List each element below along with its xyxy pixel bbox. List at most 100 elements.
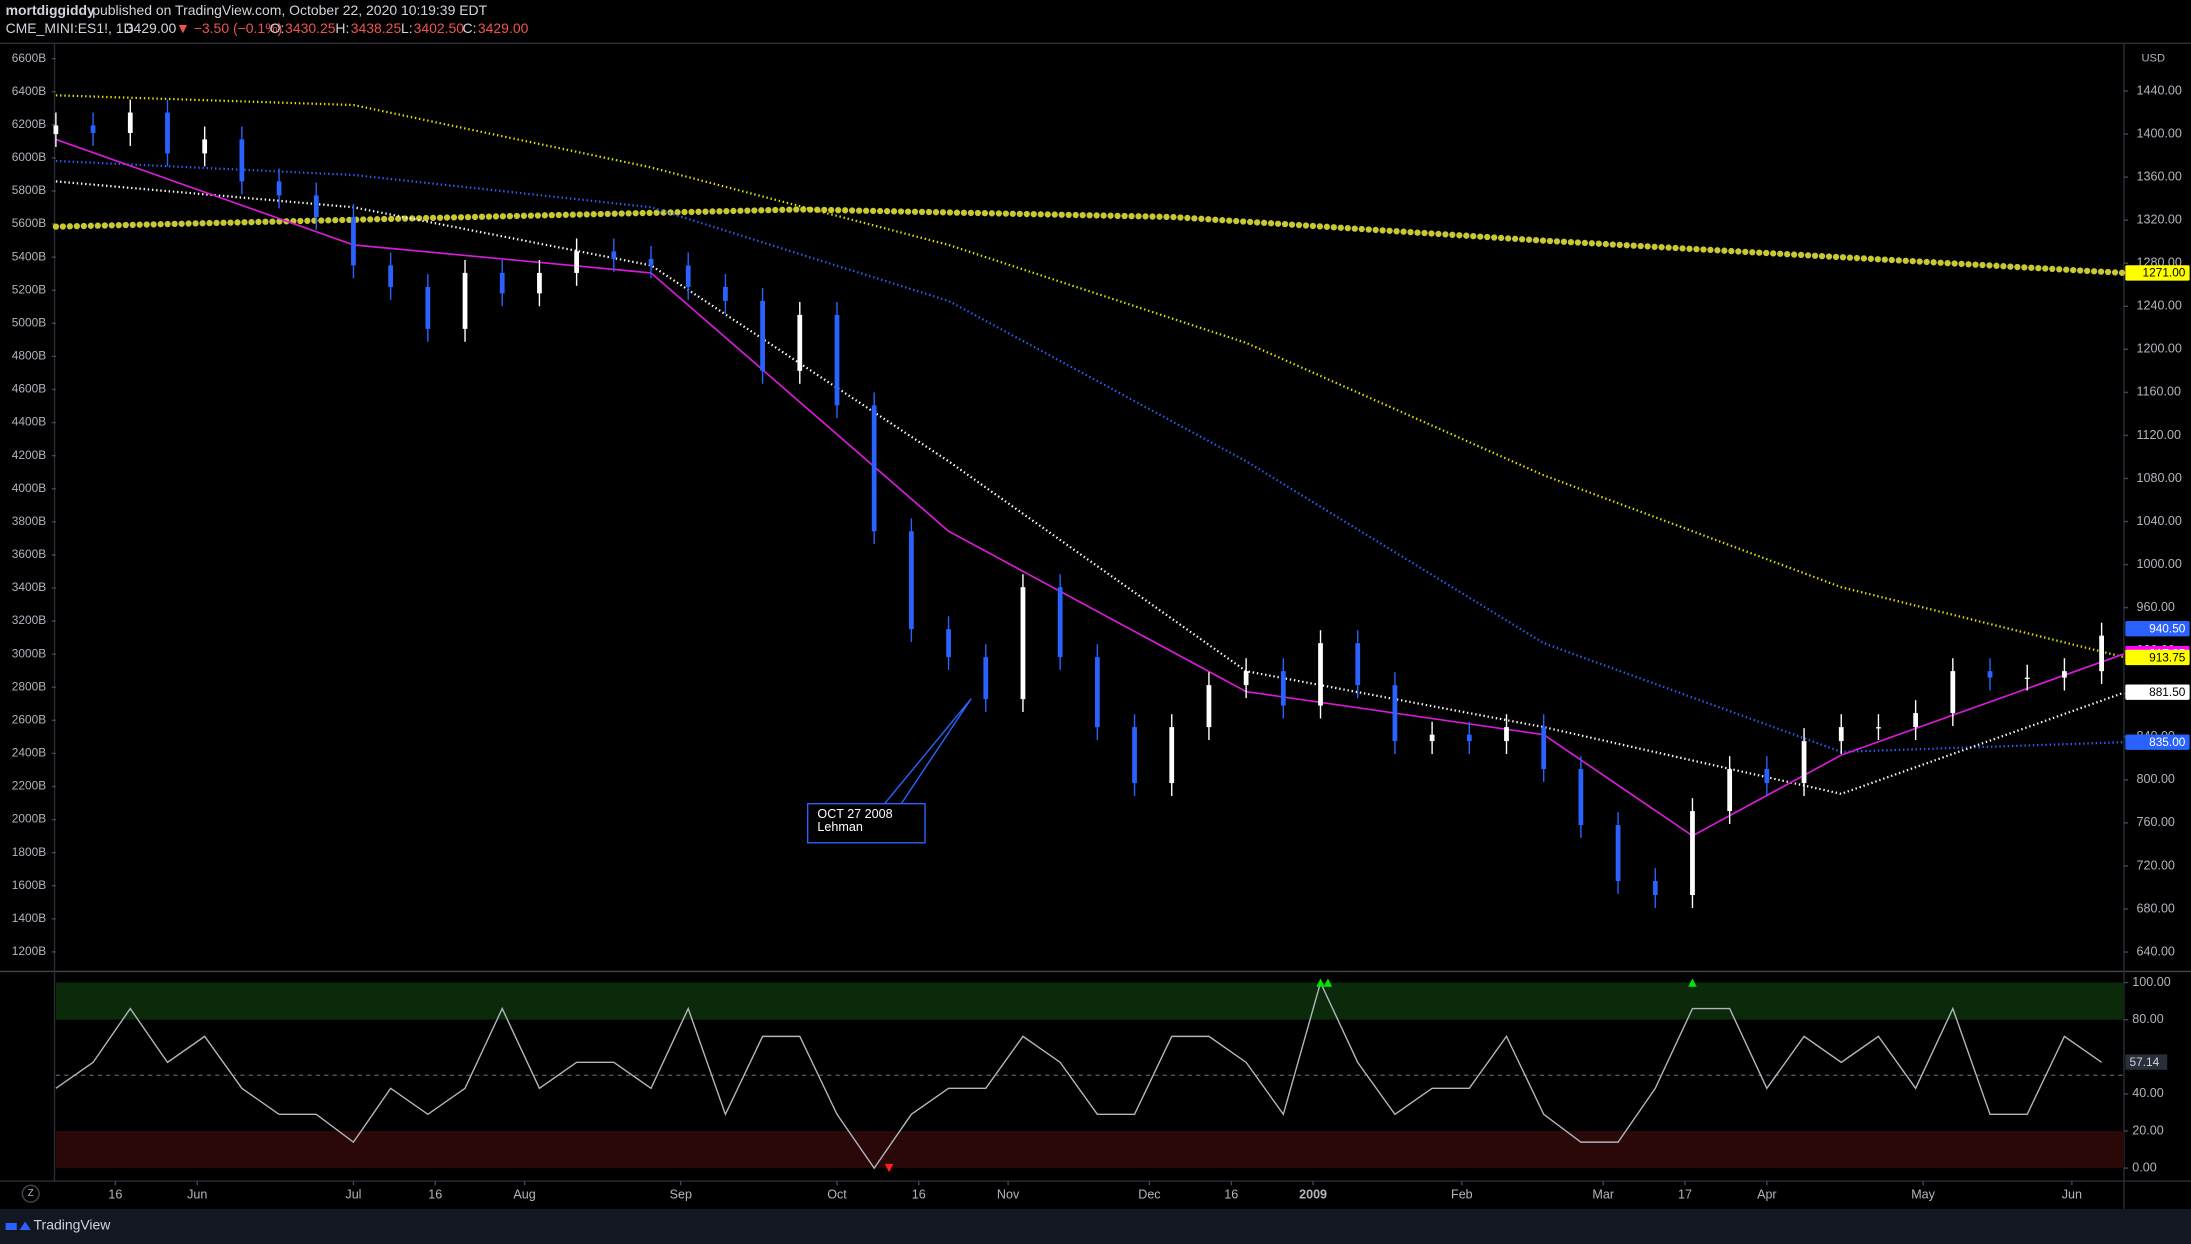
price-tag xyxy=(2125,734,2190,750)
y-tick-label: 760.00 xyxy=(2137,815,2175,829)
price-tag xyxy=(2125,620,2190,637)
brand[interactable]: TradingView xyxy=(34,1217,112,1233)
candle-body xyxy=(1913,713,1919,728)
candle-body xyxy=(1838,727,1844,742)
y-tick-label: 1360.00 xyxy=(2137,169,2182,183)
y2-tick-label: 5400B xyxy=(12,249,46,263)
candle-body xyxy=(1578,769,1584,826)
moving-average xyxy=(55,159,2124,753)
candle-body xyxy=(1206,685,1212,728)
open-value: 3430.25 xyxy=(285,20,336,36)
candle-body xyxy=(1094,657,1100,728)
y-tick-label: 1120.00 xyxy=(2137,428,2181,442)
y-tick-label: 100.00 xyxy=(2132,975,2170,989)
zone xyxy=(55,1131,2124,1169)
y2-tick-label: 1400B xyxy=(12,911,46,925)
y-tick-label: 1000.00 xyxy=(2137,557,2182,571)
y2-tick-label: 6600B xyxy=(12,51,46,65)
candle-body xyxy=(1318,643,1323,706)
candle-body xyxy=(1652,881,1658,896)
candle-body xyxy=(1392,685,1398,742)
candle-body xyxy=(462,272,468,329)
candle-body xyxy=(1801,741,1807,784)
candle-body xyxy=(239,139,245,182)
open-label: O: xyxy=(270,20,285,36)
y2-tick-label: 3200B xyxy=(12,613,46,627)
signal-marker xyxy=(1323,978,1333,987)
x-tick-label: 16 xyxy=(108,1187,122,1201)
candle-body xyxy=(53,125,59,135)
currency: USD xyxy=(2141,53,2165,65)
price-tag-label: 881.50 xyxy=(2149,685,2186,699)
price-tag-label: 1271.00 xyxy=(2143,266,2186,280)
candle-body xyxy=(908,531,914,630)
y-tick-label: 800.00 xyxy=(2137,772,2175,786)
candle-body xyxy=(127,112,133,133)
candle-body xyxy=(499,272,505,294)
x-tick-label: Mar xyxy=(1592,1187,1614,1201)
candle-body xyxy=(1987,671,1993,678)
candle-body xyxy=(1690,811,1695,896)
y2-tick-label: 3800B xyxy=(12,514,46,528)
change: ▼ −3.50 (−0.1%) xyxy=(176,20,282,36)
x-tick-label: Sep xyxy=(670,1187,692,1201)
y-tick-label: 960.00 xyxy=(2137,600,2175,614)
footer-bar xyxy=(0,1209,2191,1244)
x-tick-label: May xyxy=(1911,1187,1935,1201)
price-tag xyxy=(2125,684,2190,700)
close-value: 3429.00 xyxy=(478,20,529,36)
zoom-label[interactable]: Z xyxy=(28,1188,34,1199)
candle-body xyxy=(1243,671,1249,686)
candle-body xyxy=(1429,734,1435,742)
x-tick-label: Aug xyxy=(513,1187,535,1201)
x-tick-label: 16 xyxy=(1224,1187,1238,1201)
y-tick-label: 640.00 xyxy=(2137,944,2175,958)
candle-body xyxy=(1764,769,1770,784)
candle-body xyxy=(388,265,394,287)
y2-tick-label: 3400B xyxy=(12,580,46,594)
moving-average xyxy=(55,94,2125,659)
candle-body xyxy=(1950,671,1956,714)
price-tag-label: 835.00 xyxy=(2149,735,2186,749)
candle-body xyxy=(1504,727,1509,742)
candle-body xyxy=(1132,727,1137,784)
brand-logo[interactable] xyxy=(5,1221,31,1231)
candle-body xyxy=(1057,587,1063,658)
candle-body xyxy=(1466,734,1472,742)
x-tick-label: Oct xyxy=(827,1187,847,1201)
price-tag xyxy=(2125,265,2190,281)
y2-tick-label: 3600B xyxy=(12,547,46,561)
y-tick-label: 0.00 xyxy=(2132,1160,2156,1174)
zone xyxy=(55,982,2124,1020)
y2-tick-label: 5000B xyxy=(12,315,46,329)
close-label: C: xyxy=(463,20,477,36)
candle-body xyxy=(574,251,579,273)
candle-body xyxy=(1355,643,1361,686)
y2-tick-label: 1200B xyxy=(12,944,46,958)
x-tick-label: 16 xyxy=(428,1187,442,1201)
y-tick-label: 1320.00 xyxy=(2137,212,2182,226)
candle-body xyxy=(1020,587,1026,700)
signal-marker xyxy=(1316,978,1325,987)
y2-tick-label: 2200B xyxy=(12,779,46,793)
y2-tick-label: 5600B xyxy=(12,216,46,230)
zoom-button[interactable] xyxy=(21,1184,40,1203)
moving-average xyxy=(52,206,2128,277)
price-tag-label: 913.75 xyxy=(2149,650,2186,664)
candle-body xyxy=(648,258,654,266)
y-tick-label: 40.00 xyxy=(2132,1086,2163,1100)
x-tick-label: 2009 xyxy=(1299,1187,1327,1201)
x-tick-label: 16 xyxy=(912,1187,926,1201)
y2-tick-label: 2000B xyxy=(12,812,46,826)
candle-body xyxy=(2062,671,2067,678)
candle-body xyxy=(165,112,170,154)
signal-marker xyxy=(884,1163,894,1173)
y-tick-label: 1240.00 xyxy=(2137,299,2182,313)
candle-body xyxy=(1876,727,1881,729)
candle-body xyxy=(313,195,319,217)
candle-body xyxy=(425,286,431,329)
x-tick-label: Dec xyxy=(1138,1187,1160,1201)
symbol: CME_MINI:ES1!, 1D xyxy=(6,20,134,36)
y2-tick-label: 4800B xyxy=(12,349,46,363)
